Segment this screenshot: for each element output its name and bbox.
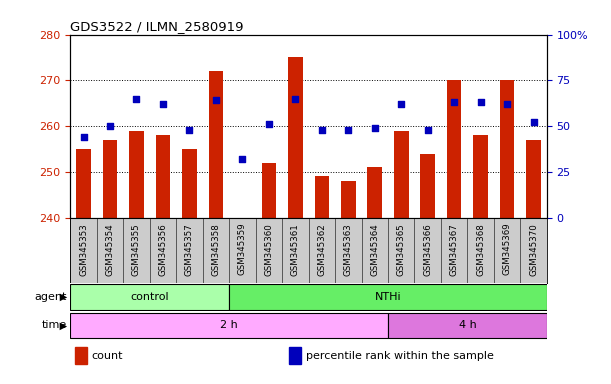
Text: control: control — [130, 292, 169, 302]
Bar — [208, 71, 223, 218]
Bar — [129, 131, 144, 218]
Bar — [420, 154, 435, 218]
Point — [158, 101, 168, 107]
Point — [370, 125, 379, 131]
Point — [343, 127, 353, 133]
Bar — [76, 149, 91, 218]
Text: percentile rank within the sample: percentile rank within the sample — [306, 351, 494, 361]
Text: GSM345369: GSM345369 — [503, 223, 511, 275]
Text: GSM345365: GSM345365 — [397, 223, 406, 276]
Point — [317, 127, 327, 133]
Bar — [341, 181, 356, 218]
Text: GDS3522 / ILMN_2580919: GDS3522 / ILMN_2580919 — [70, 20, 244, 33]
Text: NTHi: NTHi — [375, 292, 401, 302]
Text: ▶: ▶ — [44, 321, 67, 331]
Text: 4 h: 4 h — [458, 321, 477, 331]
Text: GSM345353: GSM345353 — [79, 223, 88, 276]
Text: agent: agent — [35, 292, 67, 302]
Point — [105, 123, 115, 129]
Bar — [75, 347, 87, 364]
Bar — [103, 140, 117, 218]
Point — [238, 156, 247, 162]
Text: GSM345358: GSM345358 — [211, 223, 221, 276]
Bar — [447, 80, 461, 218]
Bar — [70, 284, 229, 310]
Bar — [262, 163, 276, 218]
Text: GSM345355: GSM345355 — [132, 223, 141, 276]
Point — [211, 98, 221, 104]
Point — [423, 127, 433, 133]
Text: ▶: ▶ — [41, 292, 67, 302]
Bar — [156, 135, 170, 218]
Bar — [394, 131, 409, 218]
Text: GSM345364: GSM345364 — [370, 223, 379, 276]
Text: GSM345366: GSM345366 — [423, 223, 432, 276]
Text: time: time — [42, 321, 67, 331]
Bar — [70, 313, 388, 338]
Point — [529, 119, 538, 126]
Bar — [229, 284, 547, 310]
Bar — [474, 135, 488, 218]
Point — [502, 101, 512, 107]
Bar — [288, 58, 302, 218]
Text: GSM345370: GSM345370 — [529, 223, 538, 276]
Point — [79, 134, 89, 140]
Text: GSM345368: GSM345368 — [476, 223, 485, 276]
Text: GSM345361: GSM345361 — [291, 223, 300, 276]
Text: GSM345354: GSM345354 — [106, 223, 114, 276]
Bar — [500, 80, 514, 218]
Text: GSM345357: GSM345357 — [185, 223, 194, 276]
Bar — [388, 313, 547, 338]
Point — [476, 99, 486, 105]
Text: GSM345363: GSM345363 — [344, 223, 353, 276]
Bar — [182, 149, 197, 218]
Text: GSM345367: GSM345367 — [450, 223, 459, 276]
Bar — [526, 140, 541, 218]
Point — [290, 96, 300, 102]
Text: GSM345356: GSM345356 — [158, 223, 167, 276]
Text: GSM345360: GSM345360 — [265, 223, 273, 276]
Bar — [315, 177, 329, 218]
Point — [397, 101, 406, 107]
Text: GSM345362: GSM345362 — [317, 223, 326, 276]
Text: GSM345359: GSM345359 — [238, 223, 247, 275]
Bar — [290, 347, 301, 364]
Point — [264, 121, 274, 127]
Bar — [367, 167, 382, 218]
Text: count: count — [92, 351, 123, 361]
Point — [185, 127, 194, 133]
Point — [449, 99, 459, 105]
Text: 2 h: 2 h — [220, 321, 238, 331]
Point — [131, 96, 141, 102]
